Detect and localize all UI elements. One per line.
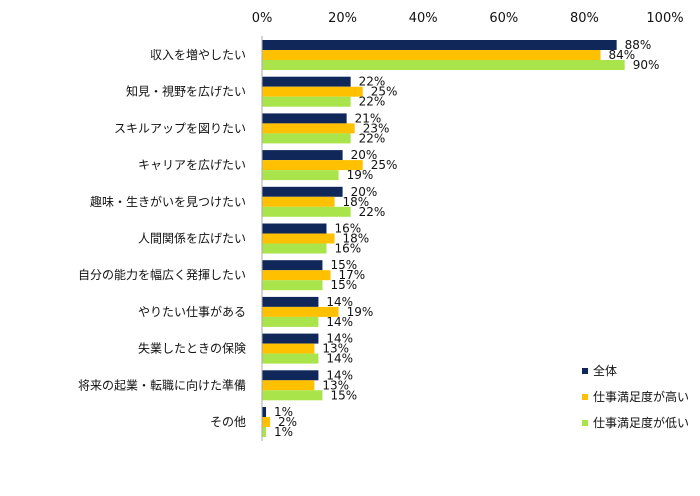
bar: [262, 343, 315, 354]
category-label: 自分の能力を幅広く発揮したい: [78, 267, 246, 282]
x-tick-label: 100%: [646, 11, 683, 26]
category-labels: 収入を増やしたい知見・視野を広げたいスキルアップを図りたいキャリアを広げたい趣味…: [78, 48, 246, 429]
value-label: 17%: [339, 268, 366, 282]
value-label: 22%: [359, 205, 386, 219]
value-label: 14%: [326, 315, 353, 329]
value-label: 25%: [371, 85, 398, 99]
bar: [262, 150, 343, 161]
bar: [262, 243, 327, 254]
category-label: 人間関係を広げたい: [138, 232, 246, 246]
bar: [262, 50, 601, 60]
category-label: キャリアを広げたい: [138, 158, 246, 172]
category-label: その他: [210, 415, 246, 429]
value-label: 20%: [351, 185, 378, 199]
value-label: 22%: [359, 95, 386, 109]
bar: [262, 390, 323, 401]
bar: [262, 86, 363, 97]
value-label: 19%: [347, 168, 374, 182]
value-label: 2%: [278, 415, 297, 429]
value-label: 13%: [322, 378, 349, 392]
bar: [262, 370, 319, 381]
legend-swatch: [582, 420, 588, 426]
x-tick-label: 0%: [252, 11, 273, 26]
value-label: 14%: [326, 368, 353, 382]
value-label: 19%: [347, 305, 374, 319]
bar: [262, 170, 339, 181]
bar: [262, 306, 339, 317]
value-label: 22%: [359, 131, 386, 145]
bar: [262, 196, 335, 207]
x-axis-ticks: 0% 20% 40% 60% 80% 100%: [252, 11, 684, 26]
value-label: 88%: [625, 38, 652, 52]
value-label: 84%: [609, 48, 636, 62]
bar: [262, 333, 319, 344]
legend-label: 仕事満足度が低い: [593, 415, 689, 430]
bar: [262, 60, 625, 70]
bar: [262, 133, 351, 144]
x-tick-label: 40%: [409, 11, 438, 26]
value-label: 13%: [322, 342, 349, 356]
category-label: スキルアップを図りたい: [114, 121, 246, 135]
bar: [262, 223, 327, 234]
bar: [262, 316, 319, 327]
bar: [262, 186, 343, 197]
category-label: 将来の起業・転職に向けた準備: [78, 377, 246, 392]
value-label: 15%: [330, 388, 357, 402]
bar: [262, 427, 267, 437]
bar: [262, 270, 331, 281]
x-tick-label: 60%: [489, 11, 518, 26]
value-label: 25%: [371, 158, 398, 172]
value-label: 14%: [326, 295, 353, 309]
category-label: 趣味・生きがいを見つけたい: [90, 194, 246, 209]
bar: [262, 280, 323, 291]
value-label: 20%: [351, 148, 378, 162]
value-label: 14%: [326, 352, 353, 366]
bar: [262, 417, 271, 427]
legend-swatch: [582, 394, 588, 400]
bar: [262, 113, 347, 124]
bar: [262, 206, 351, 217]
value-label: 22%: [359, 75, 386, 89]
category-label: 収入を増やしたい: [150, 48, 246, 62]
bar: [262, 40, 617, 50]
value-label: 15%: [330, 278, 357, 292]
value-label: 16%: [334, 222, 361, 236]
bar: [262, 123, 355, 134]
bar: [262, 96, 351, 107]
category-label: 知見・視野を広げたい: [126, 84, 246, 99]
bar: [262, 353, 319, 364]
value-labels: 88%84%90%22%25%22%21%23%22%20%25%19%20%1…: [274, 38, 659, 439]
value-label: 23%: [363, 121, 390, 135]
value-label: 1%: [274, 405, 293, 419]
bars: [262, 40, 625, 437]
category-label: 失業したときの保険: [138, 341, 246, 356]
value-label: 1%: [274, 425, 293, 439]
bar: [262, 407, 267, 417]
value-label: 90%: [633, 58, 660, 72]
value-label: 18%: [343, 195, 370, 209]
value-label: 21%: [355, 111, 382, 125]
x-tick-label: 80%: [570, 11, 599, 26]
value-label: 18%: [343, 232, 370, 246]
bar: [262, 380, 315, 391]
x-tick-label: 20%: [328, 11, 357, 26]
legend-label: 全体: [593, 363, 617, 378]
category-label: やりたい仕事がある: [138, 304, 246, 319]
legend-label: 仕事満足度が高い: [593, 389, 689, 404]
bar: [262, 160, 363, 171]
bar: [262, 233, 335, 244]
value-label: 14%: [326, 332, 353, 346]
value-label: 16%: [334, 242, 361, 256]
bar: [262, 76, 351, 87]
value-label: 15%: [330, 258, 357, 272]
legend-swatch: [582, 368, 588, 374]
bar: [262, 260, 323, 271]
bar: [262, 296, 319, 307]
